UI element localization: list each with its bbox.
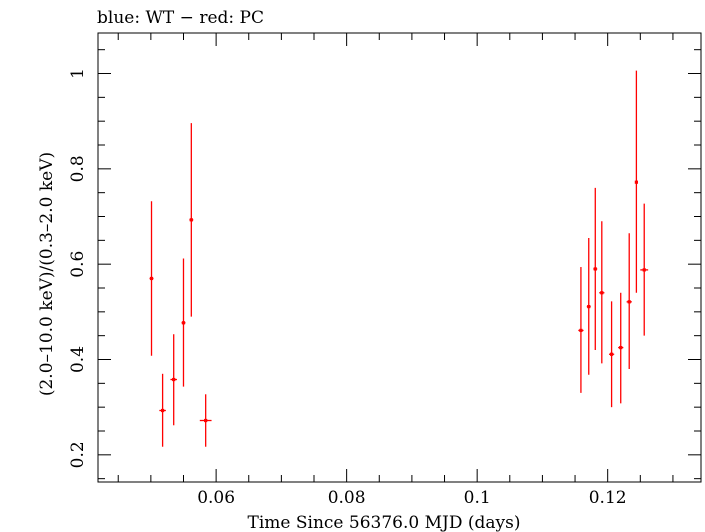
data-point — [170, 334, 177, 426]
axis-ticks — [98, 33, 701, 482]
x-axis-label: Time Since 56376.0 MJD (days) — [248, 513, 521, 532]
x-tick-label: 0.06 — [197, 488, 235, 508]
x-tick-label: 0.12 — [589, 488, 627, 508]
y-axis-label: (2.0–10.0 keV)/(0.3–2.0 keV) — [37, 152, 57, 396]
data-point — [618, 292, 624, 404]
point-marker — [189, 218, 193, 222]
point-marker — [627, 300, 631, 304]
data-point — [640, 203, 649, 336]
point-marker — [579, 328, 583, 333]
point-marker — [619, 345, 623, 350]
y-tick-label: 0.4 — [68, 346, 88, 373]
data-point — [626, 233, 632, 370]
point-marker — [149, 276, 154, 281]
data-point — [599, 221, 605, 364]
chart-title: blue: WT − red: PC — [97, 8, 264, 28]
point-marker — [172, 377, 176, 382]
data-point — [199, 394, 212, 447]
y-tick-label: 1 — [68, 68, 88, 79]
data-point — [608, 301, 615, 408]
point-marker — [204, 418, 208, 423]
point-marker — [161, 408, 165, 413]
data-point — [149, 201, 154, 356]
x-tick-label: 0.08 — [328, 488, 366, 508]
point-marker — [642, 268, 646, 272]
y-tick-label: 0.6 — [68, 251, 88, 278]
point-marker — [634, 180, 638, 184]
data-points — [149, 70, 649, 447]
y-tick-label: 0.2 — [68, 441, 88, 468]
point-marker — [600, 291, 604, 295]
plot-frame — [97, 32, 702, 483]
y-tick-label: 0.8 — [68, 155, 88, 182]
data-point — [593, 187, 598, 350]
data-point — [634, 70, 638, 293]
data-point — [189, 123, 194, 317]
point-marker — [593, 267, 597, 271]
data-point — [578, 267, 584, 393]
point-marker — [587, 304, 591, 309]
point-marker — [609, 352, 614, 356]
tick-labels: 0.06 0.08 0.1 0.12 0.2 0.4 0.6 0.8 1 — [68, 68, 627, 508]
data-point — [586, 237, 591, 375]
data-point — [159, 373, 166, 447]
point-marker — [181, 321, 186, 325]
x-tick-label: 0.1 — [464, 488, 491, 508]
data-point — [181, 258, 186, 387]
